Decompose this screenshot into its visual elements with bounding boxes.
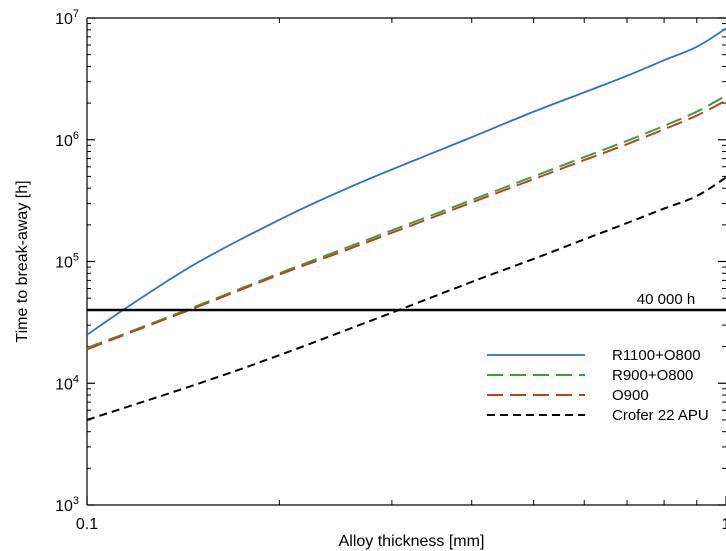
reference-line-label: 40 000 h: [637, 291, 695, 308]
y-tick-label: 105: [55, 252, 79, 272]
legend: R1100+O800 R900+O800 O900 Crofer 22 APU: [487, 347, 709, 424]
y-tick-label: 106: [55, 130, 79, 150]
y-tick-label: 104: [55, 373, 79, 393]
legend-label: Crofer 22 APU: [612, 407, 709, 424]
y-tick-label: 103: [55, 495, 79, 515]
series-line-1: [87, 94, 726, 349]
series-line-0: [87, 27, 726, 336]
axes-layer: 103 104 105 106 107 0.1 1: [55, 8, 726, 533]
series-layer: [87, 27, 726, 421]
series-line-3: [87, 176, 726, 421]
legend-label: R1100+O800: [612, 347, 701, 364]
y-axis-title: Time to break-away [h]: [14, 180, 31, 342]
x-axis-title: Alloy thickness [mm]: [339, 533, 485, 550]
annotation-layer: 40 000 h: [87, 291, 726, 312]
legend-label: O900: [612, 387, 649, 404]
y-tick-label: 107: [55, 8, 79, 28]
series-line-2: [87, 99, 726, 351]
x-tick-label: 0.1: [76, 516, 98, 533]
x-tick-label: 1: [722, 516, 726, 533]
legend-label: R900+O800: [612, 367, 693, 384]
